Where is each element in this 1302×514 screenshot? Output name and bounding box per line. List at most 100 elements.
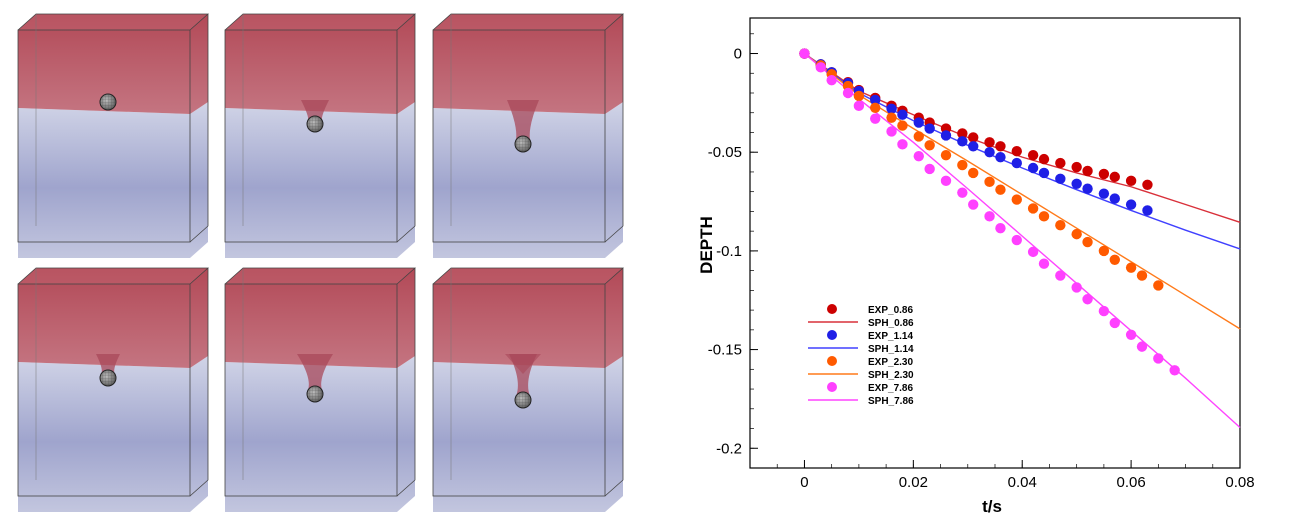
data-point	[1136, 270, 1148, 281]
data-point	[1055, 157, 1066, 169]
data-point	[984, 147, 995, 158]
upper-fluid-region	[225, 268, 415, 368]
data-point	[886, 112, 897, 123]
data-point	[1011, 194, 1022, 205]
top-face	[225, 268, 415, 284]
data-point	[995, 184, 1006, 195]
data-point	[1082, 294, 1093, 305]
data-point	[1125, 262, 1137, 273]
data-point	[984, 211, 995, 222]
box-front-edges	[224, 29, 398, 243]
x-axis-title: t/s	[982, 497, 1002, 514]
data-point	[924, 123, 935, 134]
data-point	[1038, 153, 1050, 165]
data-point	[1098, 305, 1110, 317]
data-point	[886, 103, 897, 114]
box-right-edges	[604, 14, 624, 243]
simulation-panel-6	[432, 267, 625, 512]
data-point	[1027, 246, 1039, 258]
data-point	[1038, 211, 1050, 222]
box-front-edges	[432, 283, 606, 497]
data-point	[1082, 165, 1093, 177]
data-point	[1125, 329, 1137, 340]
data-point	[826, 74, 837, 86]
data-point	[957, 136, 968, 147]
upper-fluid-region	[18, 268, 208, 368]
box-top-edges	[432, 267, 625, 285]
data-point	[1027, 203, 1039, 214]
data-point	[1109, 171, 1120, 183]
data-point	[1071, 161, 1082, 173]
data-point	[913, 117, 924, 128]
y-tick-label: -0.15	[708, 342, 742, 359]
box-top-edges	[17, 13, 210, 31]
data-point	[968, 141, 979, 152]
data-point	[924, 140, 935, 151]
data-point	[957, 128, 968, 139]
top-face	[433, 268, 623, 284]
simulation-panels	[17, 13, 625, 512]
x-tick-label: 0.08	[1225, 474, 1254, 491]
depth-chart: 0 0.02 0.04 0.06 0.08 0 -0.05 -0.1 -0.15 -0.2 EXP…	[697, 17, 1255, 514]
sphere-mesh	[100, 370, 116, 386]
upper-fluid-region	[433, 268, 623, 368]
data-point	[957, 159, 968, 171]
y-tick-label: -0.1	[716, 243, 742, 260]
legend-marker	[827, 382, 837, 392]
data-point	[853, 90, 865, 102]
chart-axes: 0 0.02 0.04 0.06 0.08 0 -0.05 -0.1 -0.15 -0.2	[708, 17, 1255, 491]
data-point	[1055, 173, 1066, 185]
box-front-edges	[17, 283, 191, 497]
data-point	[968, 132, 979, 143]
data-point	[1011, 157, 1022, 169]
simulation-panel-2	[224, 13, 417, 258]
legend-label: EXP_7.86	[868, 383, 913, 394]
data-point	[1071, 178, 1082, 189]
upper-fluid-region	[225, 14, 415, 114]
data-point	[1098, 188, 1110, 199]
sphere-mesh	[100, 94, 116, 110]
data-point	[1071, 228, 1082, 240]
box-right-edges	[604, 268, 624, 497]
simulation-panel-1	[17, 13, 210, 258]
data-point	[870, 94, 881, 106]
simulation-panel-5	[224, 267, 417, 512]
data-point	[1011, 234, 1022, 246]
data-point	[870, 113, 881, 124]
chart-series	[799, 48, 1241, 429]
data-point	[995, 151, 1006, 163]
data-point	[897, 109, 908, 120]
air-cavity	[96, 354, 120, 374]
data-point	[897, 120, 908, 131]
air-cavity	[507, 100, 539, 140]
box-right-edges	[396, 14, 416, 243]
legend-marker	[827, 356, 837, 366]
data-point	[1071, 282, 1082, 293]
data-point	[1169, 365, 1180, 376]
data-point	[842, 87, 854, 99]
data-point	[870, 102, 881, 114]
x-tick-label: 0	[800, 474, 808, 491]
simulation-panel-3	[432, 13, 625, 258]
sphere-mesh	[515, 136, 531, 152]
legend-label: EXP_2.30	[868, 357, 913, 368]
data-point	[1011, 146, 1022, 157]
box-right-edges	[189, 14, 209, 243]
x-tick-label: 0.02	[899, 474, 928, 491]
upper-fluid-region	[433, 14, 623, 114]
data-point	[940, 149, 952, 161]
lower-fluid-region	[225, 102, 415, 258]
data-point	[1142, 179, 1153, 190]
legend-label: SPH_7.86	[868, 396, 914, 407]
data-point	[1109, 317, 1120, 329]
data-point	[1082, 183, 1093, 194]
y-tick-label: -0.2	[716, 440, 742, 457]
lower-fluid-region	[18, 356, 208, 512]
data-point	[968, 167, 979, 179]
data-point	[940, 175, 952, 187]
series-points-exp_7.86	[799, 48, 1180, 376]
series-line-sph_2.30	[804, 52, 1241, 330]
lower-fluid-region	[433, 102, 623, 258]
legend-marker	[827, 330, 837, 340]
lower-fluid-region	[18, 102, 208, 258]
